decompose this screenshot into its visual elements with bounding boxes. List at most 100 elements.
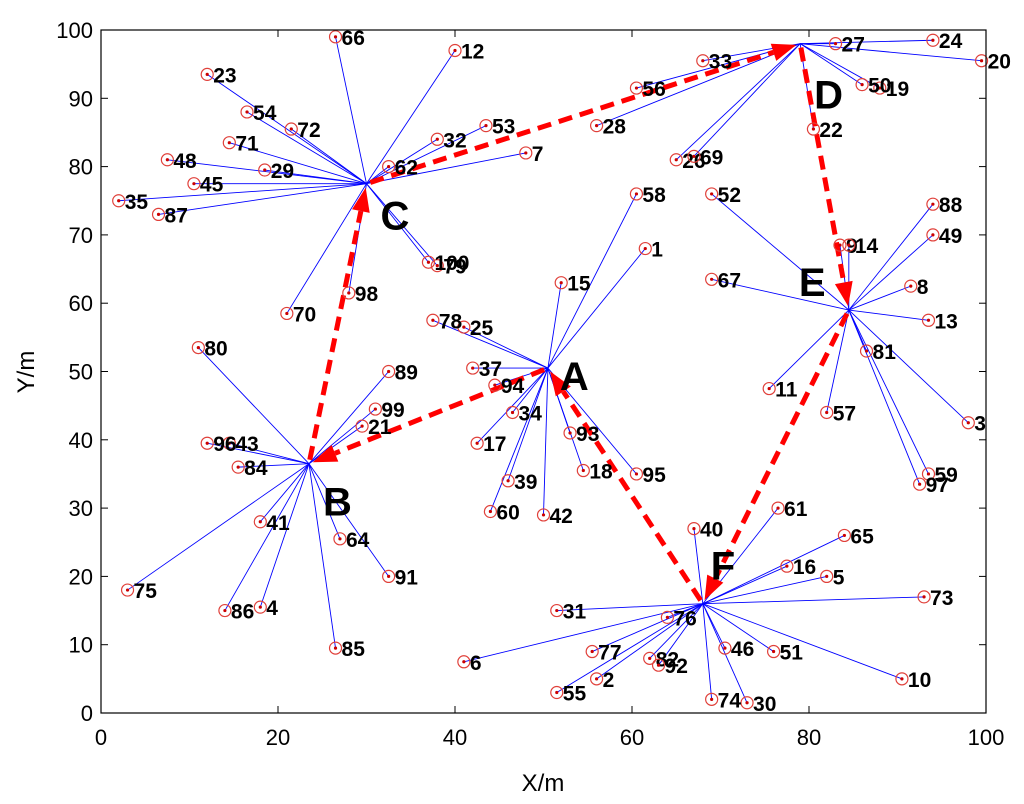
link-25 — [463, 326, 549, 369]
node-center-dot — [979, 59, 984, 63]
node-center-dot — [431, 318, 435, 322]
node-center-dot — [484, 124, 488, 128]
path-segment-EF — [713, 312, 850, 580]
node-marker — [585, 644, 599, 659]
link-10 — [702, 603, 903, 680]
node-center-dot — [665, 615, 670, 619]
node-marker — [448, 43, 462, 58]
node-71: 71 — [222, 133, 259, 156]
node-98: 98 — [342, 283, 378, 306]
node-label: 66 — [342, 27, 365, 50]
node-label: 65 — [850, 525, 874, 548]
node-center-dot — [387, 369, 391, 374]
node-marker — [687, 149, 701, 163]
node-marker — [457, 320, 471, 334]
node-57: 57 — [820, 402, 856, 425]
y-tick-label: 0 — [81, 701, 93, 726]
node-center-dot — [258, 520, 262, 524]
node-center-dot — [909, 284, 913, 288]
node-marker — [563, 426, 577, 440]
node-41: 41 — [253, 512, 290, 535]
node-82: 82 — [643, 648, 679, 671]
node-center-dot — [117, 199, 121, 203]
node-marker — [974, 54, 989, 68]
node-label: 89 — [395, 362, 418, 385]
node-center-dot — [347, 291, 351, 295]
node-label: 80 — [204, 338, 227, 361]
cluster-head-label-F: F — [711, 545, 735, 589]
node-label: 84 — [244, 457, 268, 480]
node-96: 96 — [200, 433, 237, 456]
node-center-dot — [643, 246, 647, 251]
node-99: 99 — [368, 399, 405, 422]
node-label: 58 — [642, 184, 666, 207]
node-center-dot — [838, 243, 842, 247]
node-center-dot — [825, 410, 829, 415]
link-67 — [711, 278, 849, 311]
node-center-dot — [926, 472, 931, 476]
node-center-dot — [878, 86, 882, 90]
node-label: 61 — [784, 498, 808, 521]
cluster-heads: A B C D E F — [323, 74, 843, 589]
node-54: 54 — [240, 102, 277, 125]
node-30: 30 — [740, 693, 776, 716]
node-center-dot — [192, 182, 196, 186]
node-marker — [483, 504, 497, 519]
link-52 — [711, 193, 850, 311]
node-center-dot — [333, 35, 338, 39]
node-marker — [120, 583, 135, 597]
node-label: 76 — [673, 607, 696, 630]
node-85: 85 — [328, 638, 365, 661]
node-marker — [160, 153, 174, 167]
node-marker — [382, 569, 396, 584]
x-tick-label: 100 — [968, 725, 1005, 750]
node-81: 81 — [859, 341, 896, 364]
link-59 — [848, 309, 929, 475]
node-label: 39 — [514, 471, 537, 494]
node-marker — [820, 405, 834, 420]
node-marker — [382, 160, 396, 174]
node-label: 55 — [563, 683, 587, 706]
node-marker — [519, 146, 533, 160]
x-axis-ticks: 0 20 40 60 80 100 — [95, 30, 1004, 750]
node-37: 37 — [466, 358, 502, 381]
link-50 — [799, 43, 863, 86]
link-39 — [507, 367, 549, 481]
node-marker — [112, 194, 126, 208]
node-center-dot — [692, 154, 696, 158]
link-13 — [848, 309, 929, 321]
node-label: 74 — [718, 689, 742, 712]
node-label: 77 — [598, 642, 621, 665]
node-88: 88 — [926, 194, 963, 217]
node-14: 14 — [842, 235, 879, 258]
y-axis-title: Y/m — [13, 351, 40, 394]
node-label: 62 — [395, 157, 418, 180]
node-center-dot — [196, 345, 200, 350]
path-segment-AB — [334, 367, 546, 456]
node-marker — [629, 467, 644, 481]
node-center-dot — [900, 677, 904, 681]
node-marker — [629, 187, 644, 201]
link-34 — [512, 367, 549, 413]
node-marker — [660, 610, 675, 624]
node-label: 97 — [926, 474, 949, 497]
node-marker — [842, 238, 856, 252]
node-marker — [218, 603, 232, 618]
y-tick-label: 30 — [69, 496, 93, 521]
link-3 — [848, 309, 969, 424]
node-label: 91 — [395, 566, 419, 589]
x-tick-label: 40 — [443, 725, 467, 750]
node-73: 73 — [917, 587, 953, 610]
node-label: 93 — [576, 423, 599, 446]
node-marker — [222, 136, 236, 150]
node-33: 33 — [696, 51, 732, 74]
node-18: 18 — [576, 461, 613, 484]
node-center-dot — [453, 48, 457, 53]
node-center-dot — [811, 127, 816, 131]
node-marker — [430, 259, 444, 273]
node-center-dot — [864, 349, 869, 353]
node-marker — [576, 463, 590, 478]
link-99 — [308, 408, 376, 465]
link-93 — [547, 367, 571, 434]
node-75: 75 — [120, 580, 157, 603]
